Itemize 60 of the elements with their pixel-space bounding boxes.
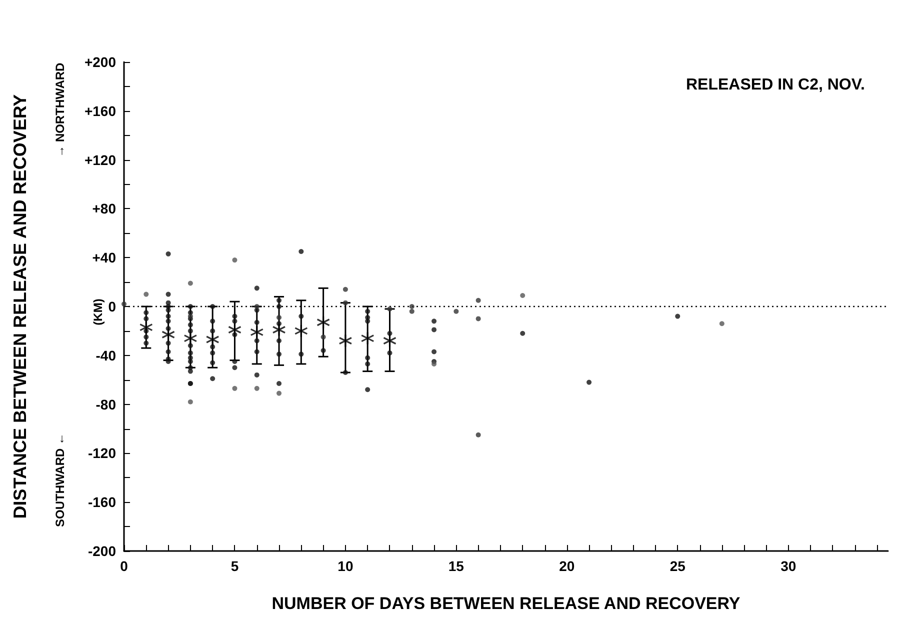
x-tick-label: 10: [338, 558, 354, 574]
point: [228, 322, 242, 337]
y-tick-label: -160: [88, 494, 116, 510]
point: [276, 315, 282, 320]
point: [382, 334, 397, 348]
point: [188, 280, 193, 286]
point: [409, 304, 414, 309]
point: [144, 292, 149, 297]
point: [139, 320, 153, 334]
point: [476, 432, 481, 438]
text: RELEASED IN C2, NOV.: [686, 76, 866, 94]
y-tick-label: +80: [92, 200, 116, 217]
y-tick-label: -200: [88, 543, 116, 559]
point: [161, 328, 176, 342]
x-tick-label: 15: [448, 558, 464, 574]
point: [476, 298, 481, 303]
text: (KM): [91, 298, 105, 326]
point: [342, 286, 348, 292]
point: [342, 300, 348, 306]
text: SOUTHWARD ←: [53, 433, 67, 527]
x-tick-label: 5: [230, 558, 239, 574]
x-tick-label: 30: [780, 558, 796, 574]
point: [432, 361, 437, 366]
point: [719, 321, 724, 326]
y-tick-label: +120: [84, 152, 116, 168]
point: [320, 334, 326, 340]
text: → NORTHWARD: [53, 62, 67, 158]
y-tick-label: -80: [96, 396, 116, 412]
point: [250, 325, 264, 339]
point: [254, 304, 260, 309]
point: [206, 332, 220, 346]
point: [276, 390, 282, 396]
y-tick-label: +160: [84, 102, 116, 119]
y-tick-label: -120: [88, 445, 116, 462]
point: [184, 331, 198, 346]
point: [294, 324, 308, 338]
point: [387, 306, 392, 312]
point: [409, 308, 414, 314]
y-tick-label: -40: [96, 347, 116, 364]
point: [338, 334, 352, 348]
point: [316, 316, 330, 330]
point: [122, 302, 126, 307]
point: [232, 258, 238, 263]
y-tick-label: +200: [84, 54, 116, 70]
y-tick-label: +40: [92, 250, 116, 266]
point: [188, 314, 193, 319]
point: [188, 399, 193, 404]
x-tick-label: 0: [120, 558, 128, 574]
x-axis-title: NUMBER OF DAYS BETWEEN RELEASE AND RECOVERY: [272, 594, 741, 613]
x-tick-label: 20: [559, 558, 575, 574]
x-tick-label: 25: [670, 558, 686, 574]
point: [272, 322, 286, 337]
y-axis-title: DISTANCE BETWEEN RELEASE AND RECOVERY: [10, 94, 30, 519]
point: [476, 316, 481, 322]
point: [520, 293, 526, 298]
y-tick-label: 0: [108, 298, 116, 314]
point: [254, 386, 260, 391]
point: [454, 308, 459, 314]
point: [360, 331, 374, 346]
point: [232, 386, 238, 391]
